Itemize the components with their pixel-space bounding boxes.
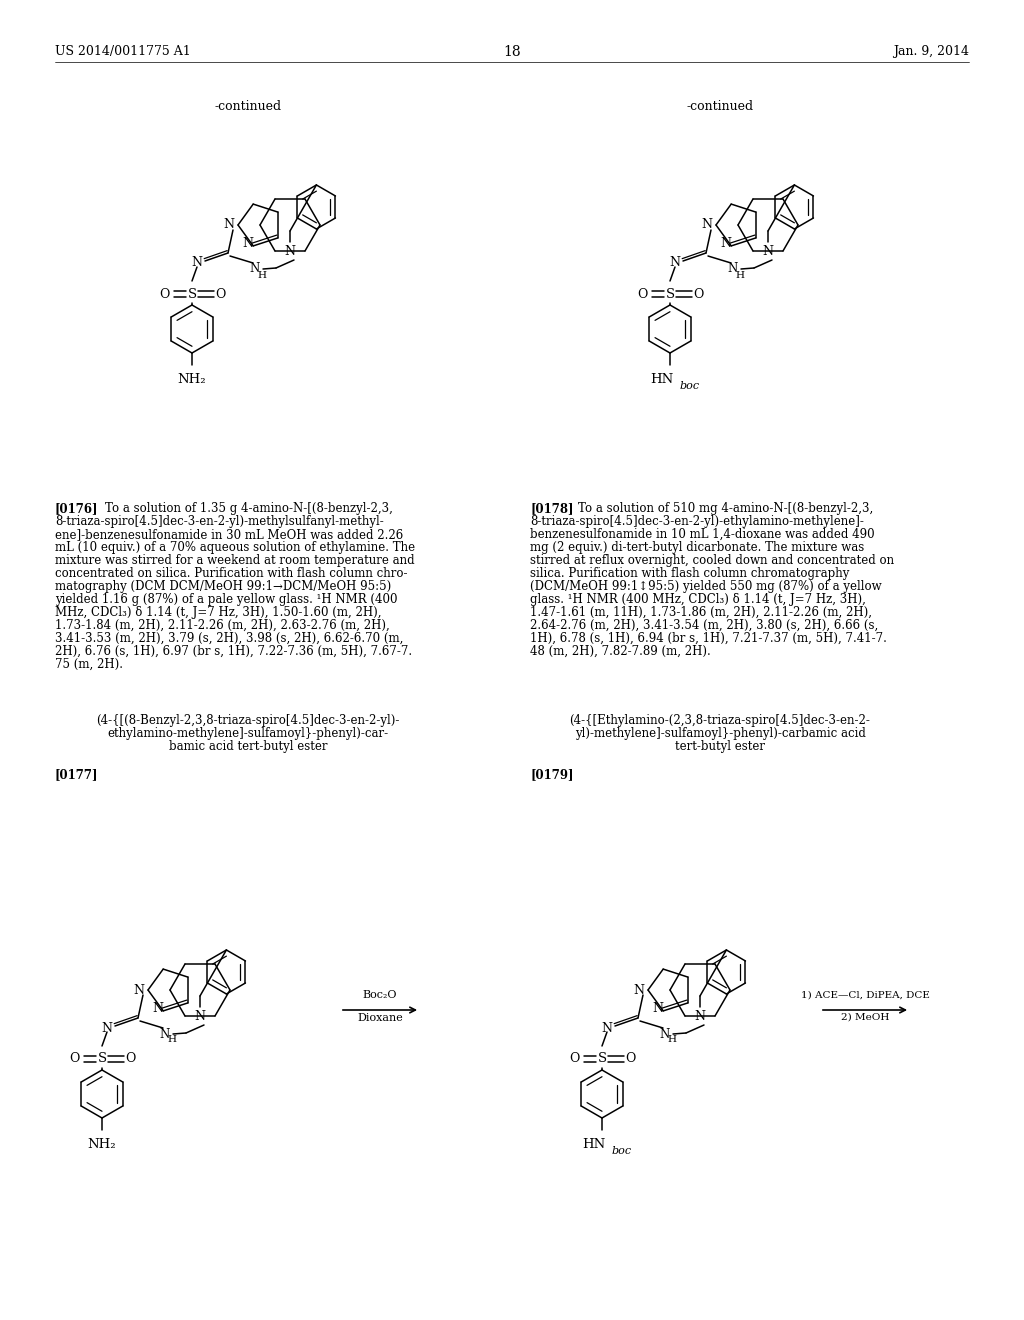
Text: HN: HN bbox=[583, 1138, 605, 1151]
Text: N: N bbox=[250, 263, 260, 276]
Text: -continued: -continued bbox=[214, 100, 282, 114]
Text: O: O bbox=[159, 288, 169, 301]
Text: N: N bbox=[694, 1011, 706, 1023]
Text: benzenesulfonamide in 10 mL 1,4-dioxane was added 490: benzenesulfonamide in 10 mL 1,4-dioxane … bbox=[530, 528, 874, 541]
Text: 3.41-3.53 (m, 2H), 3.79 (s, 2H), 3.98 (s, 2H), 6.62-6.70 (m,: 3.41-3.53 (m, 2H), 3.79 (s, 2H), 3.98 (s… bbox=[55, 632, 403, 645]
Text: (4-{[(8-Benzyl-2,3,8-triaza-spiro[4.5]dec-3-en-2-yl)-: (4-{[(8-Benzyl-2,3,8-triaza-spiro[4.5]de… bbox=[96, 714, 399, 727]
Text: NH₂: NH₂ bbox=[178, 374, 206, 385]
Text: S: S bbox=[97, 1052, 106, 1065]
Text: boc: boc bbox=[612, 1146, 632, 1156]
Text: N: N bbox=[701, 219, 713, 231]
Text: stirred at reflux overnight, cooled down and concentrated on: stirred at reflux overnight, cooled down… bbox=[530, 554, 894, 568]
Text: To a solution of 1.35 g 4-amino-N-[(8-benzyl-2,3,: To a solution of 1.35 g 4-amino-N-[(8-be… bbox=[105, 502, 393, 515]
Text: O: O bbox=[568, 1052, 580, 1065]
Text: glass. ¹H NMR (400 MHz, CDCl₃) δ 1.14 (t, J=7 Hz, 3H),: glass. ¹H NMR (400 MHz, CDCl₃) δ 1.14 (t… bbox=[530, 593, 866, 606]
Text: mg (2 equiv.) di-tert-butyl dicarbonate. The mixture was: mg (2 equiv.) di-tert-butyl dicarbonate.… bbox=[530, 541, 864, 554]
Text: S: S bbox=[597, 1052, 606, 1065]
Text: N: N bbox=[659, 1027, 670, 1040]
Text: O: O bbox=[215, 288, 225, 301]
Text: S: S bbox=[187, 288, 197, 301]
Text: silica. Purification with flash column chromatography: silica. Purification with flash column c… bbox=[530, 568, 849, 579]
Text: HN: HN bbox=[650, 374, 674, 385]
Text: H: H bbox=[668, 1035, 677, 1044]
Text: boc: boc bbox=[680, 381, 700, 391]
Text: N: N bbox=[652, 1002, 664, 1015]
Text: N: N bbox=[191, 256, 203, 269]
Text: 1) ACE—Cl, DiPEA, DCE: 1) ACE—Cl, DiPEA, DCE bbox=[801, 991, 930, 1001]
Text: bamic acid tert-butyl ester: bamic acid tert-butyl ester bbox=[169, 741, 328, 752]
Text: [0176]: [0176] bbox=[55, 502, 98, 515]
Text: 2.64-2.76 (m, 2H), 3.41-3.54 (m, 2H), 3.80 (s, 2H), 6.66 (s,: 2.64-2.76 (m, 2H), 3.41-3.54 (m, 2H), 3.… bbox=[530, 619, 879, 632]
Text: O: O bbox=[625, 1052, 635, 1065]
Text: matography (DCM DCM/MeOH 99:1→DCM/MeOH 95:5): matography (DCM DCM/MeOH 99:1→DCM/MeOH 9… bbox=[55, 579, 391, 593]
Text: concentrated on silica. Purification with flash column chro-: concentrated on silica. Purification wit… bbox=[55, 568, 408, 579]
Text: N: N bbox=[153, 1002, 164, 1015]
Text: [0179]: [0179] bbox=[530, 768, 573, 781]
Text: N: N bbox=[670, 256, 681, 269]
Text: O: O bbox=[69, 1052, 79, 1065]
Text: N: N bbox=[243, 238, 254, 251]
Text: N: N bbox=[285, 246, 296, 259]
Text: Jan. 9, 2014: Jan. 9, 2014 bbox=[893, 45, 969, 58]
Text: 48 (m, 2H), 7.82-7.89 (m, 2H).: 48 (m, 2H), 7.82-7.89 (m, 2H). bbox=[530, 645, 711, 657]
Text: (DCM/MeOH 99:1↕95:5) yielded 550 mg (87%) of a yellow: (DCM/MeOH 99:1↕95:5) yielded 550 mg (87%… bbox=[530, 579, 882, 593]
Text: (4-{[Ethylamino-(2,3,8-triaza-spiro[4.5]dec-3-en-2-: (4-{[Ethylamino-(2,3,8-triaza-spiro[4.5]… bbox=[569, 714, 870, 727]
Text: H: H bbox=[735, 271, 744, 280]
Text: -continued: -continued bbox=[686, 100, 754, 114]
Text: N: N bbox=[160, 1027, 170, 1040]
Text: N: N bbox=[101, 1022, 113, 1035]
Text: yielded 1.16 g (87%) of a pale yellow glass. ¹H NMR (400: yielded 1.16 g (87%) of a pale yellow gl… bbox=[55, 593, 397, 606]
Text: N: N bbox=[634, 983, 644, 997]
Text: To a solution of 510 mg 4-amino-N-[(8-benzyl-2,3,: To a solution of 510 mg 4-amino-N-[(8-be… bbox=[578, 502, 873, 515]
Text: MHz, CDCl₃) δ 1.14 (t, J=7 Hz, 3H), 1.50-1.60 (m, 2H),: MHz, CDCl₃) δ 1.14 (t, J=7 Hz, 3H), 1.50… bbox=[55, 606, 382, 619]
Text: 2) MeOH: 2) MeOH bbox=[841, 1012, 889, 1022]
Text: US 2014/0011775 A1: US 2014/0011775 A1 bbox=[55, 45, 190, 58]
Text: 1H), 6.78 (s, 1H), 6.94 (br s, 1H), 7.21-7.37 (m, 5H), 7.41-7.: 1H), 6.78 (s, 1H), 6.94 (br s, 1H), 7.21… bbox=[530, 632, 887, 645]
Text: 8-triaza-spiro[4.5]dec-3-en-2-yl)-ethylamino-methylene]-: 8-triaza-spiro[4.5]dec-3-en-2-yl)-ethyla… bbox=[530, 515, 864, 528]
Text: H: H bbox=[257, 271, 266, 280]
Text: N: N bbox=[601, 1022, 612, 1035]
Text: O: O bbox=[125, 1052, 135, 1065]
Text: mL (10 equiv.) of a 70% aqueous solution of ethylamine. The: mL (10 equiv.) of a 70% aqueous solution… bbox=[55, 541, 415, 554]
Text: 18: 18 bbox=[503, 45, 521, 59]
Text: NH₂: NH₂ bbox=[88, 1138, 117, 1151]
Text: Boc₂O: Boc₂O bbox=[362, 990, 397, 1001]
Text: 75 (m, 2H).: 75 (m, 2H). bbox=[55, 657, 123, 671]
Text: [0177]: [0177] bbox=[55, 768, 98, 781]
Text: ene]-benzenesulfonamide in 30 mL MeOH was added 2.26: ene]-benzenesulfonamide in 30 mL MeOH wa… bbox=[55, 528, 403, 541]
Text: yl)-methylene]-sulfamoyl}-phenyl)-carbamic acid: yl)-methylene]-sulfamoyl}-phenyl)-carbam… bbox=[574, 727, 865, 741]
Text: H: H bbox=[168, 1035, 176, 1044]
Text: Dioxane: Dioxane bbox=[357, 1012, 402, 1023]
Text: ethylamino-methylene]-sulfamoyl}-phenyl)-car-: ethylamino-methylene]-sulfamoyl}-phenyl)… bbox=[108, 727, 388, 741]
Text: mixture was stirred for a weekend at room temperature and: mixture was stirred for a weekend at roo… bbox=[55, 554, 415, 568]
Text: N: N bbox=[763, 246, 773, 259]
Text: N: N bbox=[728, 263, 738, 276]
Text: N: N bbox=[195, 1011, 206, 1023]
Text: O: O bbox=[637, 288, 647, 301]
Text: 1.73-1.84 (m, 2H), 2.11-2.26 (m, 2H), 2.63-2.76 (m, 2H),: 1.73-1.84 (m, 2H), 2.11-2.26 (m, 2H), 2.… bbox=[55, 619, 390, 632]
Text: N: N bbox=[133, 983, 144, 997]
Text: [0178]: [0178] bbox=[530, 502, 573, 515]
Text: 2H), 6.76 (s, 1H), 6.97 (br s, 1H), 7.22-7.36 (m, 5H), 7.67-7.: 2H), 6.76 (s, 1H), 6.97 (br s, 1H), 7.22… bbox=[55, 645, 412, 657]
Text: O: O bbox=[693, 288, 703, 301]
Text: S: S bbox=[666, 288, 675, 301]
Text: N: N bbox=[721, 238, 732, 251]
Text: 8-triaza-spiro[4.5]dec-3-en-2-yl)-methylsulfanyl-methyl-: 8-triaza-spiro[4.5]dec-3-en-2-yl)-methyl… bbox=[55, 515, 384, 528]
Text: N: N bbox=[223, 219, 234, 231]
Text: 1.47-1.61 (m, 11H), 1.73-1.86 (m, 2H), 2.11-2.26 (m, 2H),: 1.47-1.61 (m, 11H), 1.73-1.86 (m, 2H), 2… bbox=[530, 606, 872, 619]
Text: tert-butyl ester: tert-butyl ester bbox=[675, 741, 765, 752]
